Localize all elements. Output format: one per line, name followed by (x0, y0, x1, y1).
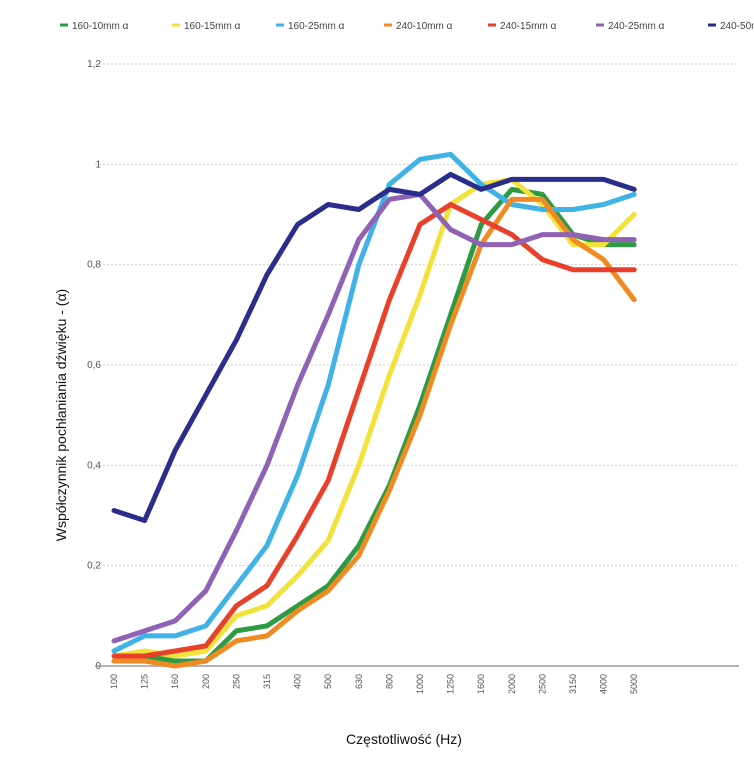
x-tick-label: 1600 (476, 674, 486, 694)
x-tick-label: 800 (384, 674, 394, 689)
x-tick-label: 125 (140, 674, 150, 689)
x-tick-label: 315 (262, 674, 272, 689)
series-line (111, 171, 637, 523)
legend-item: 240-50mm α (708, 21, 754, 32)
x-tick-label: 3150 (568, 674, 578, 694)
x-tick-label: 250 (231, 674, 241, 689)
legend: 160-10mm α 160-15mm α 160-25mm α 240-10mm α… (60, 21, 754, 32)
y-tick-label: 1,2 (87, 59, 101, 70)
x-axis-title: Częstotliwość (Hz) (346, 731, 462, 747)
y-tick-label: 0,4 (87, 460, 101, 471)
x-tick-label: 5000 (629, 674, 639, 694)
x-tick-label: 160 (170, 674, 180, 689)
legend-item: 240-15mm α (488, 21, 557, 32)
y-tick-label: 1 (95, 159, 101, 170)
series-line (111, 202, 637, 659)
x-tick-label: 1000 (415, 674, 425, 694)
series-line (111, 196, 637, 669)
series-line (111, 191, 637, 644)
x-tick-label: 2500 (537, 674, 547, 694)
x-tick-label: 100 (109, 674, 119, 689)
legend-label: 160-10mm α (72, 21, 129, 32)
series-lines (111, 151, 637, 669)
legend-label: 240-15mm α (500, 21, 557, 32)
y-tick-label: 0,8 (87, 260, 101, 271)
x-tick-label: 1250 (446, 674, 456, 694)
legend-item: 160-15mm α (172, 21, 241, 32)
x-tick-label: 500 (323, 674, 333, 689)
legend-item: 240-25mm α (596, 21, 665, 32)
legend-item: 240-10mm α (384, 21, 453, 32)
legend-label: 160-25mm α (288, 21, 345, 32)
x-tick-label: 400 (293, 674, 303, 689)
x-tick-label: 2000 (507, 674, 517, 694)
y-tick-label: 0,6 (87, 360, 101, 371)
legend-item: 160-25mm α (276, 21, 345, 32)
x-tick-label: 630 (354, 674, 364, 689)
legend-label: 240-50mm α (720, 21, 754, 32)
y-axis-title: Współczynnik pochłaniania dźwięku - (α) (53, 289, 69, 541)
legend-label: 160-15mm α (184, 21, 241, 32)
y-tick-label: 0,2 (87, 561, 101, 572)
legend-label: 240-10mm α (396, 21, 453, 32)
legend-item: 160-10mm α (60, 21, 129, 32)
legend-label: 240-25mm α (608, 21, 665, 32)
x-tick-label: 4000 (599, 674, 609, 694)
x-tick-label: 200 (201, 674, 211, 689)
x-axis-ticks: 100 125 160 200 250 315 400 500 630 800 1000 1250 16… (109, 674, 639, 694)
